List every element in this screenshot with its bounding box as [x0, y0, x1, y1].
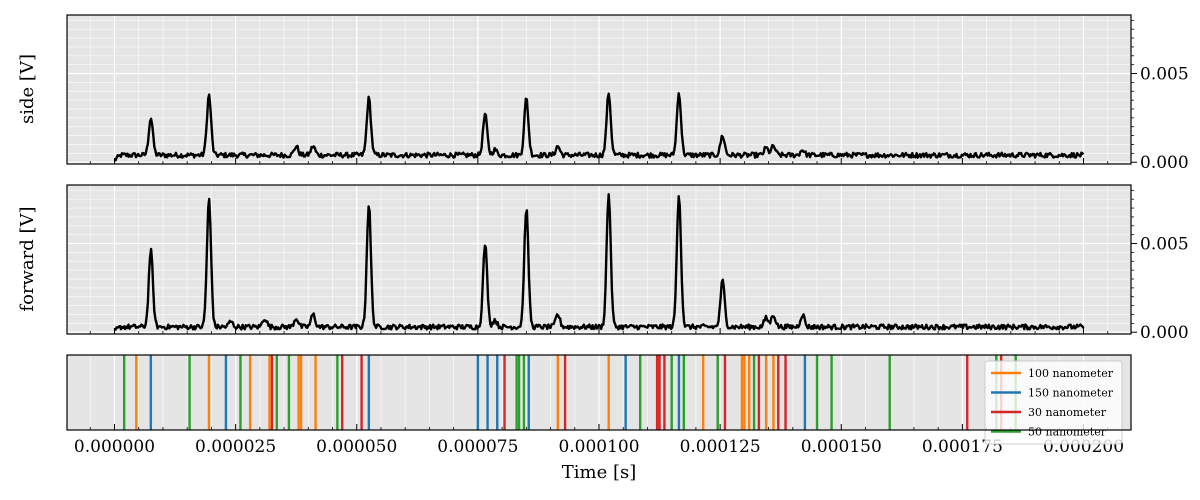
axes-frame [66, 14, 1132, 165]
legend-label: 30 nanometer [1028, 406, 1107, 419]
series-line [113, 92, 1085, 162]
xtick-label: 0.000100 [558, 437, 639, 457]
legend-label: 50 nanometer [1028, 426, 1107, 439]
xtick-label: 0.000125 [680, 437, 761, 457]
side-voltage-panel: 0.000 0.005 [66, 14, 1189, 173]
xtick-label: 0.000025 [195, 437, 276, 457]
ytick-label: 0.000 [1140, 323, 1189, 343]
ylabel-side: side [V] [17, 54, 38, 124]
legend: 100 nanometer 150 nanometer 30 nanometer 50… [984, 360, 1123, 445]
xtick-label: 0.000175 [922, 437, 1003, 457]
legend-label: 100 nanometer [1028, 367, 1114, 380]
series-line [113, 192, 1085, 331]
axes-frame [66, 354, 1132, 431]
legend-label: 150 nanometer [1028, 387, 1114, 400]
xtick-label: 0.000075 [437, 437, 518, 457]
xlabel-time: Time [s] [562, 462, 637, 483]
xtick-label: 0.000150 [801, 437, 882, 457]
event-timeline-panel: 0.000000 0.000025 0.000050 0.000075 0.000100… [66, 354, 1132, 457]
ylabel-forward: forward [V] [17, 206, 38, 311]
ytick-label: 0.000 [1140, 153, 1189, 173]
ytick-label: 0.005 [1140, 235, 1189, 255]
axes-frame [66, 184, 1132, 335]
xtick-label: 0.000050 [316, 437, 397, 457]
xtick-label: 0.000000 [74, 437, 155, 457]
ytick-label: 0.005 [1140, 65, 1189, 85]
forward-voltage-panel: 0.000 0.005 [66, 184, 1189, 343]
legend-box [984, 360, 1123, 445]
